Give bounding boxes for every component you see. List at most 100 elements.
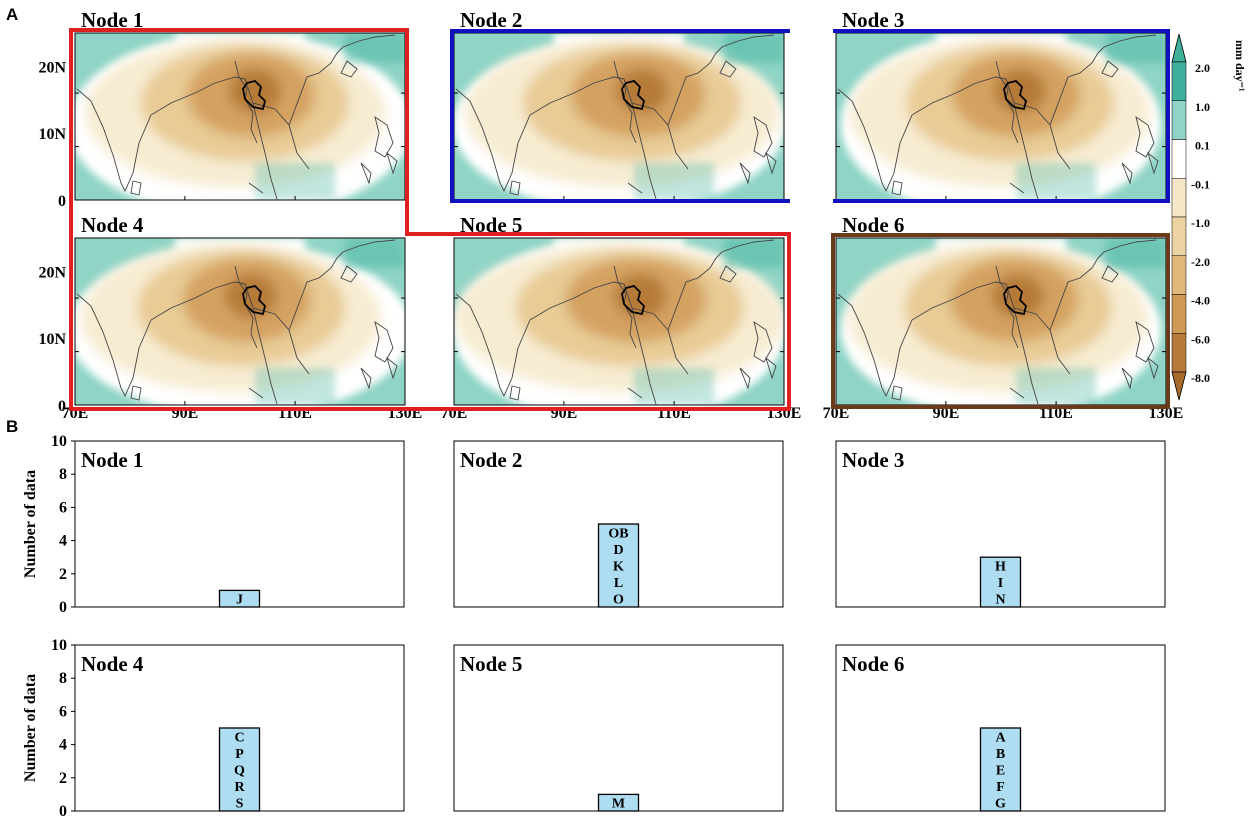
bar-letter: N xyxy=(995,593,1005,608)
map-lat-tick: 10N xyxy=(38,331,66,348)
bar-letter: J xyxy=(236,593,243,608)
map-lon-tick: 130E xyxy=(1149,405,1184,422)
colorbar-tick: 1.0 xyxy=(1195,100,1210,114)
colorbar: 2.0 1.0 0.1 -0.1 -1.0 -2.0 -4.0 -6.0 -8.0 mm day⁻… xyxy=(1171,33,1247,401)
bar-letter: I xyxy=(998,576,1003,591)
bar-node-title: Node 6 xyxy=(842,652,904,676)
bar-y-tick: 0 xyxy=(59,599,67,616)
bar-letter: M xyxy=(612,797,625,812)
bar-letter: L xyxy=(614,576,623,591)
bar xyxy=(597,523,640,608)
bar-y-tick: 4 xyxy=(59,533,67,550)
map-node-title: Node 2 xyxy=(460,8,522,32)
map-node-title: Node 4 xyxy=(81,213,144,237)
bar-frame xyxy=(453,440,784,608)
basin-outline xyxy=(242,80,266,111)
bar-letter: E xyxy=(996,764,1005,779)
bar-frame xyxy=(453,644,784,812)
bar-letter: K xyxy=(613,560,624,575)
bar-letter: R xyxy=(234,780,245,795)
map-node-3: Node 3 xyxy=(835,8,1167,201)
map-lat-tick: 0 xyxy=(58,193,66,210)
colorbar-tick: -1.0 xyxy=(1191,216,1210,230)
bar-y-label: Number of data xyxy=(22,674,39,782)
bar xyxy=(218,727,261,812)
bar-letter: D xyxy=(613,543,623,558)
coastline xyxy=(837,239,1159,405)
bar-y-label: Number of data xyxy=(22,470,39,578)
map-lat-tick: 20N xyxy=(38,264,66,281)
map-lat-tick: 20N xyxy=(38,59,66,76)
bar-y-tick: 6 xyxy=(59,499,67,516)
bar-frame xyxy=(74,440,405,608)
colorbar-unit: mm day⁻¹ xyxy=(1233,40,1247,92)
basin-outline xyxy=(1003,80,1027,111)
anomaly-field xyxy=(85,39,385,187)
panel-a-label: A xyxy=(6,5,18,24)
bar-y-tick: 6 xyxy=(59,703,67,720)
bar-y-tick: 2 xyxy=(59,770,67,787)
map-node-title: Node 3 xyxy=(842,8,904,32)
anomaly-field xyxy=(455,244,784,392)
bar-letter: Q xyxy=(234,764,245,779)
coastline xyxy=(837,34,1159,200)
bar-letter: OB xyxy=(608,526,628,541)
bar-letter: B xyxy=(996,747,1005,762)
coastline xyxy=(455,239,777,405)
bar-node-3: Node 3 HIN xyxy=(835,440,1166,608)
red-group-outline xyxy=(69,28,791,411)
colorbar-tick: -0.1 xyxy=(1191,177,1210,191)
bar-y-tick: 10 xyxy=(51,637,67,654)
anomaly-field xyxy=(81,244,381,392)
colorbar-segment xyxy=(1171,178,1187,218)
bar-y-tick: 4 xyxy=(59,737,67,754)
colorbar-tick: -4.0 xyxy=(1191,294,1210,308)
basin-outline xyxy=(621,80,645,111)
bar-node-title: Node 1 xyxy=(81,448,143,472)
map-lon-tick: 110E xyxy=(1039,405,1073,422)
map-node-5: Node 5 xyxy=(453,213,785,406)
coastline xyxy=(455,34,777,200)
colorbar-segment xyxy=(1171,333,1187,373)
bar-y-tick: 0 xyxy=(59,803,67,820)
bar-node-title: Node 3 xyxy=(842,448,904,472)
bar-letter: P xyxy=(235,747,244,762)
bar-node-title: Node 5 xyxy=(460,652,522,676)
map-panels: Node 1 Node 2 Node 3 Node 4 Node 5 Node 6 0 10N… xyxy=(38,8,1183,422)
map-node-2: Node 2 xyxy=(453,8,785,201)
colorbar-segment xyxy=(1171,216,1187,256)
bar-letter: O xyxy=(613,593,624,608)
bar xyxy=(979,556,1022,608)
bar-letter: S xyxy=(236,797,244,812)
colorbar-segment xyxy=(1171,139,1187,179)
basin-outline xyxy=(1003,285,1027,316)
panel-b-label: B xyxy=(6,417,18,436)
coastline xyxy=(76,239,398,405)
group-outlines xyxy=(69,28,1170,411)
bar-y-tick: 10 xyxy=(51,433,67,450)
map-node-6: Node 6 xyxy=(835,213,1167,406)
bar-node-1: Node 1 J 0 2 4 6 8 10 Number of data xyxy=(22,433,405,616)
colorbar-bottom-arrow xyxy=(1171,371,1187,401)
bar xyxy=(218,589,261,608)
coastline xyxy=(76,34,398,200)
colorbar-tick: -6.0 xyxy=(1191,332,1210,346)
bar xyxy=(597,793,640,812)
bar-node-5: Node 5 M xyxy=(453,644,784,812)
map-frame xyxy=(74,237,406,406)
bar-letter: G xyxy=(995,797,1006,812)
colorbar-top-arrow xyxy=(1171,33,1187,63)
anomaly-field xyxy=(850,39,1150,187)
map-lat-tick: 10N xyxy=(38,126,66,143)
colorbar-segment xyxy=(1171,294,1187,334)
bar-y-tick: 2 xyxy=(59,566,67,583)
basin-outline xyxy=(621,285,645,316)
colorbar-tick: -8.0 xyxy=(1191,371,1210,385)
map-node-4: Node 4 xyxy=(74,213,406,406)
bar xyxy=(979,727,1022,812)
bar-node-title: Node 2 xyxy=(460,448,522,472)
